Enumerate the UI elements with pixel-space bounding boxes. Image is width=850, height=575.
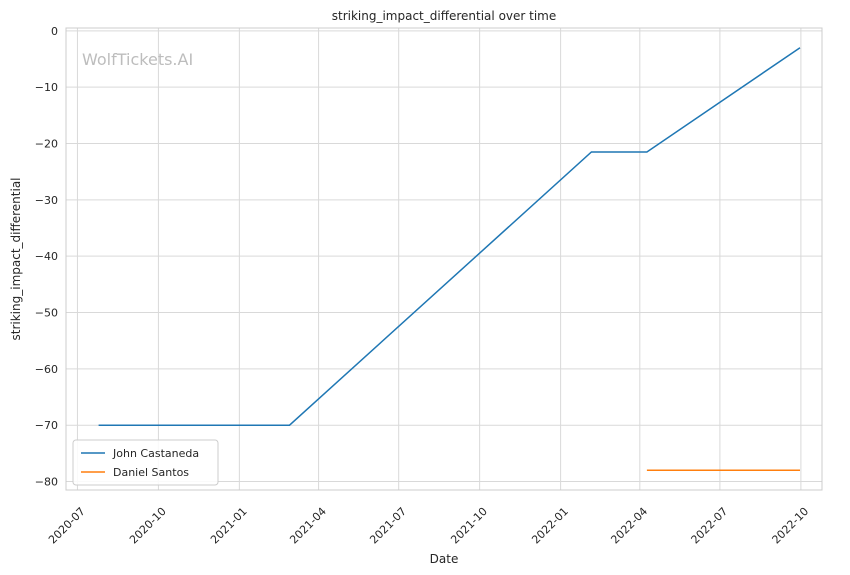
series-line-john-castaneda [98, 47, 801, 426]
y-tick-label: −70 [35, 419, 58, 432]
legend: John Castaneda Daniel Santos [72, 439, 219, 486]
y-tick-label: −40 [35, 250, 58, 263]
y-tick-label: −60 [35, 363, 58, 376]
y-tick-label: −80 [35, 476, 58, 489]
watermark: WolfTickets.AI [82, 50, 193, 69]
y-axis-ticks: 0 −10 −20 −30 −40 −50 −60 −70 −80 [35, 25, 58, 489]
y-tick-label: −50 [35, 307, 58, 320]
legend-box [72, 439, 219, 486]
y-tick-label: −20 [35, 138, 58, 151]
grid-lines [66, 28, 822, 490]
series-layer [98, 47, 801, 472]
y-tick-label: −30 [35, 194, 58, 207]
plot-frame [65, 27, 823, 491]
chart-title: striking_impact_differential over time [332, 9, 557, 23]
y-tick-label: 0 [51, 25, 58, 38]
legend-label: John Castaneda [112, 447, 199, 460]
legend-label: Daniel Santos [113, 466, 189, 479]
x-axis-title: Date [430, 552, 459, 566]
y-axis-title: striking_impact_differential [9, 177, 23, 340]
y-tick-label: −10 [35, 81, 58, 94]
